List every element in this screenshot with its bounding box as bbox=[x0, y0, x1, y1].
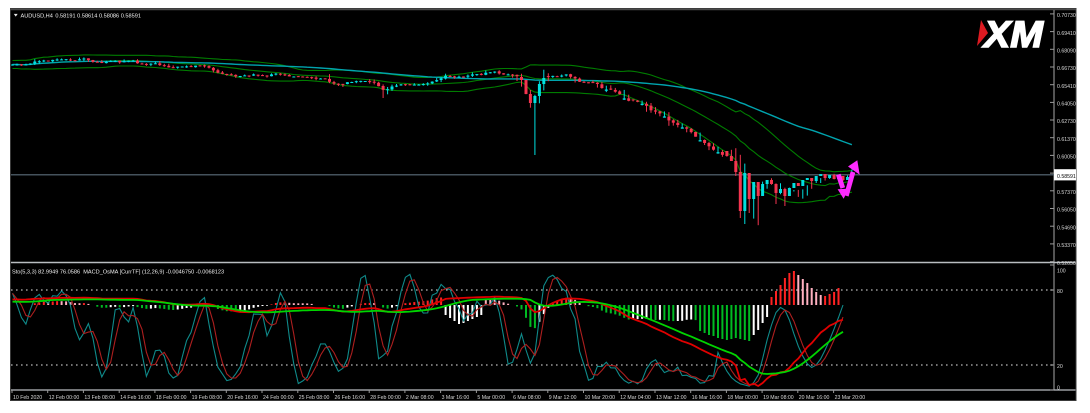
svg-text:0.66730: 0.66730 bbox=[1057, 66, 1076, 72]
svg-text:0.64050: 0.64050 bbox=[1057, 102, 1076, 108]
svg-text:AUDUSD,H4: AUDUSD,H4 bbox=[21, 13, 53, 19]
svg-text:19 Feb 08:00: 19 Feb 08:00 bbox=[192, 395, 223, 401]
svg-text:0.65410: 0.65410 bbox=[1057, 84, 1076, 90]
svg-text:3 Mar 16:00: 3 Mar 16:00 bbox=[442, 395, 470, 401]
svg-text:26 Feb 16:00: 26 Feb 16:00 bbox=[335, 395, 366, 401]
svg-text:18 Feb 00:00: 18 Feb 00:00 bbox=[156, 395, 187, 401]
svg-text:0.69410: 0.69410 bbox=[1057, 31, 1076, 37]
svg-text:13 Feb 08:00: 13 Feb 08:00 bbox=[84, 395, 115, 401]
svg-text:0.53370: 0.53370 bbox=[1057, 243, 1076, 249]
svg-text:0.58591: 0.58591 bbox=[1057, 174, 1076, 180]
svg-text:0.62730: 0.62730 bbox=[1057, 119, 1076, 125]
svg-text:9 Mar 12:00: 9 Mar 12:00 bbox=[549, 395, 577, 401]
svg-text:28 Feb 00:00: 28 Feb 00:00 bbox=[370, 395, 401, 401]
svg-text:24 Feb 00:00: 24 Feb 00:00 bbox=[263, 395, 294, 401]
svg-text:16 Mar 16:00: 16 Mar 16:00 bbox=[692, 395, 723, 401]
svg-text:6 Mar 08:00: 6 Mar 08:00 bbox=[513, 395, 541, 401]
svg-text:XM: XM bbox=[982, 14, 1044, 55]
svg-text:100: 100 bbox=[1057, 269, 1066, 275]
svg-text:13 Mar 12:00: 13 Mar 12:00 bbox=[656, 395, 687, 401]
svg-text:10 Feb 2020: 10 Feb 2020 bbox=[13, 395, 42, 401]
svg-text:20 Feb 16:00: 20 Feb 16:00 bbox=[227, 395, 258, 401]
svg-text:5 Mar 00:00: 5 Mar 00:00 bbox=[477, 395, 505, 401]
svg-text:25 Feb 08:00: 25 Feb 08:00 bbox=[299, 395, 330, 401]
svg-text:0.61370: 0.61370 bbox=[1057, 137, 1076, 143]
svg-text:0.56050: 0.56050 bbox=[1057, 208, 1076, 214]
svg-text:12 Mar 04:00: 12 Mar 04:00 bbox=[620, 395, 651, 401]
svg-text:2 Mar 08:00: 2 Mar 08:00 bbox=[406, 395, 434, 401]
svg-text:0.60050: 0.60050 bbox=[1057, 155, 1076, 161]
svg-text:19 Mar 08:00: 19 Mar 08:00 bbox=[763, 395, 794, 401]
svg-text:18 Mar 00:00: 18 Mar 00:00 bbox=[727, 395, 758, 401]
svg-text:0.54690: 0.54690 bbox=[1057, 225, 1076, 231]
svg-text:0.57370: 0.57370 bbox=[1057, 190, 1076, 196]
svg-text:12 Feb 00:00: 12 Feb 00:00 bbox=[49, 395, 80, 401]
svg-text:Sto(5,3,3) 82.9949 76.0586 MA: Sto(5,3,3) 82.9949 76.0586 MACD_OsMA [Cu… bbox=[12, 270, 224, 276]
svg-text:20 Mar 16:00: 20 Mar 16:00 bbox=[799, 395, 830, 401]
svg-text:0.68090: 0.68090 bbox=[1057, 49, 1076, 55]
svg-text:20: 20 bbox=[1057, 364, 1063, 370]
svg-text:14 Feb 16:00: 14 Feb 16:00 bbox=[120, 395, 151, 401]
svg-text:0.52050: 0.52050 bbox=[1057, 261, 1076, 267]
svg-text:0.70730: 0.70730 bbox=[1057, 13, 1076, 19]
svg-text:80: 80 bbox=[1057, 289, 1063, 295]
svg-text:0.58191 0.58614 0.58086 0.5859: 0.58191 0.58614 0.58086 0.58591 bbox=[55, 13, 141, 19]
svg-text:23 Mar 20:00: 23 Mar 20:00 bbox=[835, 395, 866, 401]
svg-text:0: 0 bbox=[1057, 386, 1060, 392]
svg-text:10 Mar 20:00: 10 Mar 20:00 bbox=[585, 395, 616, 401]
